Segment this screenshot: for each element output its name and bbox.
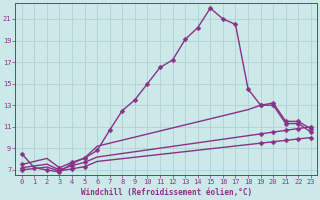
X-axis label: Windchill (Refroidissement éolien,°C): Windchill (Refroidissement éolien,°C) bbox=[81, 188, 252, 197]
